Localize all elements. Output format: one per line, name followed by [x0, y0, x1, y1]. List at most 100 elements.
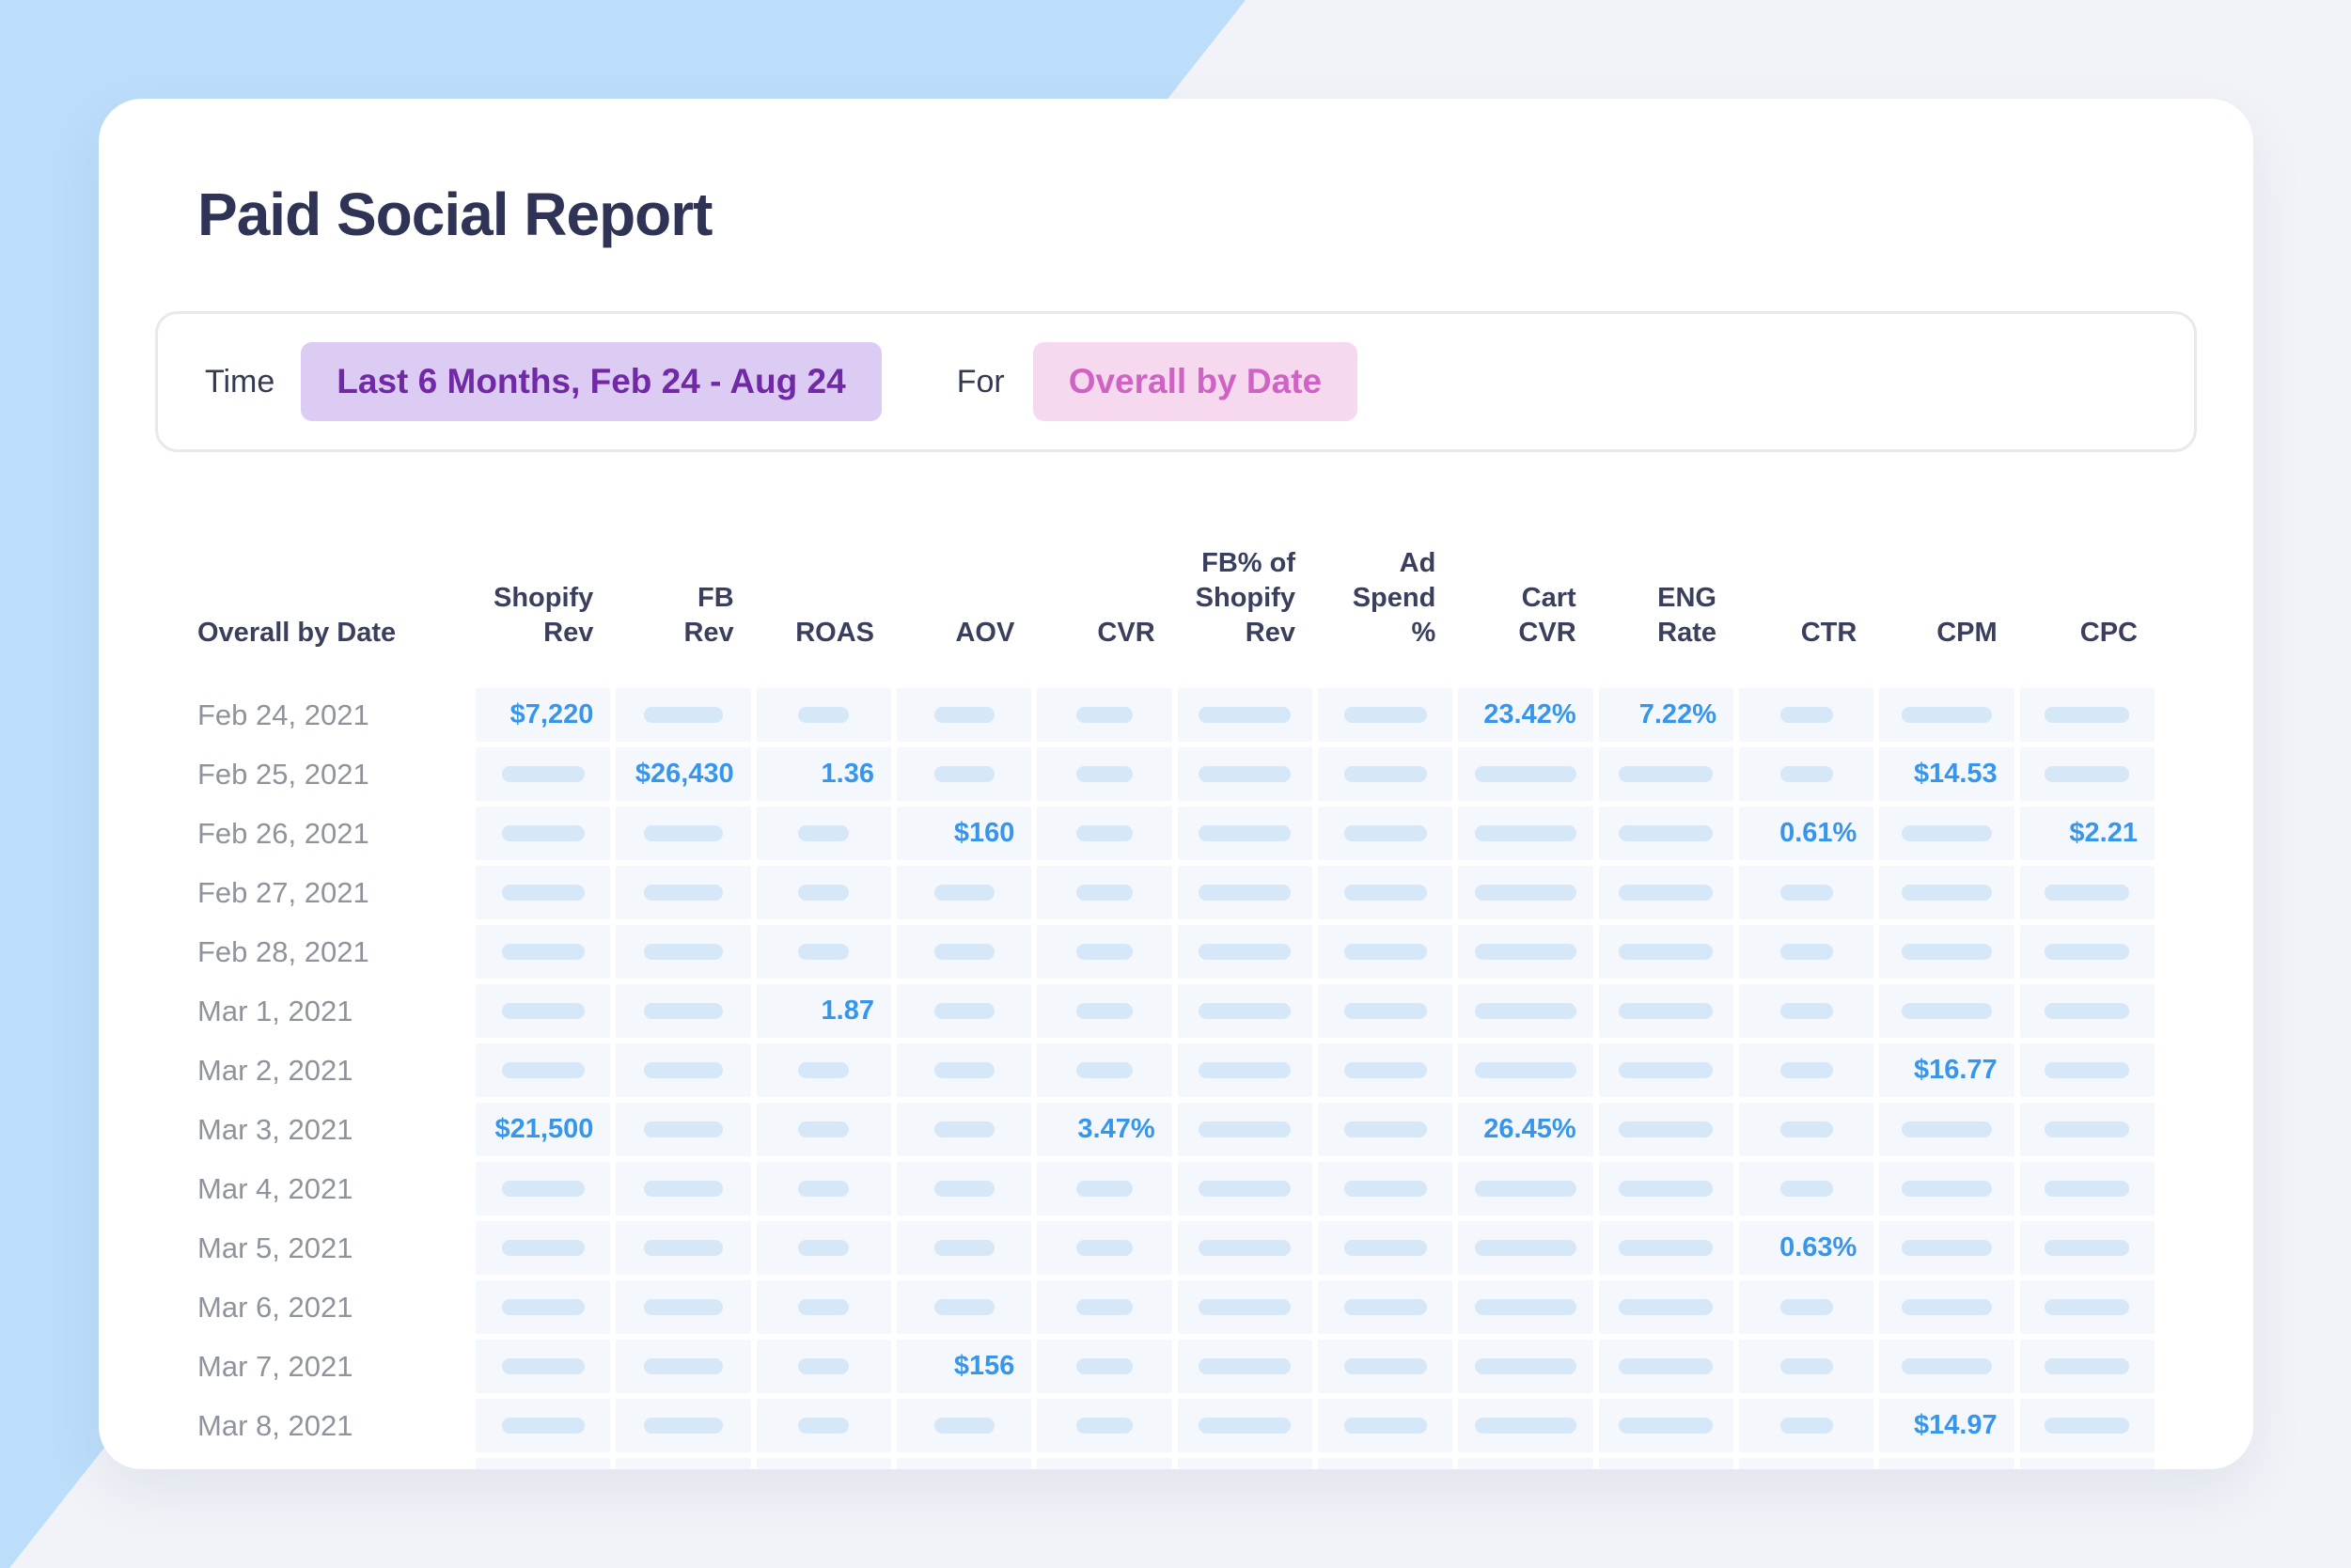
- masked-value-pill: [643, 1299, 723, 1315]
- row-date: Feb 24, 2021: [197, 698, 369, 731]
- masked-value-pill: [1343, 1240, 1427, 1256]
- metric-cell-masked: [896, 1043, 1032, 1097]
- masked-value-pill: [1619, 1240, 1714, 1256]
- masked-value-pill: [2045, 1418, 2130, 1434]
- time-range-chip[interactable]: Last 6 Months, Feb 24 - Aug 24: [301, 342, 882, 421]
- masked-value-pill: [1901, 825, 1992, 841]
- metric-cell-masked: [1317, 1103, 1453, 1156]
- metric-cell-value: $14.53: [1879, 747, 2014, 801]
- masked-value-pill: [1075, 1299, 1133, 1315]
- metric-cell-masked: [616, 866, 751, 919]
- masked-value-pill: [933, 766, 995, 782]
- masked-value-pill: [501, 1062, 585, 1078]
- masked-value-pill: [1343, 1121, 1427, 1137]
- metric-cell-masked: [1598, 807, 1733, 860]
- masked-value-pill: [2045, 1121, 2130, 1137]
- metric-cell-masked: [616, 1221, 751, 1275]
- metric-cell-masked: [756, 1103, 891, 1156]
- masked-value-pill: [2045, 766, 2130, 782]
- table-row: Feb 26, 2021 $160 0.61% $2.21: [197, 807, 2155, 860]
- metric-cell-masked: [616, 925, 751, 979]
- masked-value-pill: [1901, 885, 1992, 901]
- masked-value-pill: [1199, 1181, 1292, 1197]
- metric-cell-masked: [1738, 747, 1874, 801]
- masked-value-pill: [1075, 1358, 1133, 1374]
- masked-value-pill: [798, 1299, 850, 1315]
- masked-value-pill: [1619, 1181, 1714, 1197]
- metric-cell-masked: [476, 1280, 611, 1334]
- masked-value-pill: [501, 1299, 585, 1315]
- masked-value-pill: [643, 885, 723, 901]
- table-row: Feb 25, 2021 $26,430 1.36 $14.53: [197, 747, 2155, 801]
- metric-cell-masked: [1598, 925, 1733, 979]
- metric-cell-masked: [1598, 1043, 1733, 1097]
- metric-cell-masked: [1879, 807, 2014, 860]
- metric-cell-masked: [1317, 925, 1453, 979]
- masked-value-pill: [2045, 1062, 2130, 1078]
- masked-value-pill: [1779, 885, 1833, 901]
- row-date: Mar 8, 2021: [197, 1408, 353, 1442]
- row-date: Feb 25, 2021: [197, 757, 369, 791]
- masked-value-pill: [1474, 1418, 1576, 1434]
- metric-cell-masked: [756, 688, 891, 742]
- metric-cell-masked: [1177, 984, 1312, 1038]
- row-date: Mar 7, 2021: [197, 1349, 353, 1383]
- masked-value-pill: [2045, 1358, 2130, 1374]
- metric-cell-masked: [1177, 866, 1312, 919]
- masked-value-pill: [1343, 1358, 1427, 1374]
- masked-value-pill: [643, 707, 723, 723]
- masked-value-pill: [643, 944, 723, 960]
- metric-cell-value: 0.61%: [1738, 807, 1874, 860]
- column-header-aov: AOV: [955, 618, 1015, 648]
- metric-cell-masked: [896, 1399, 1032, 1452]
- masked-value-pill: [1199, 707, 1292, 723]
- metric-cell-masked: [476, 1043, 611, 1097]
- group-by-chip[interactable]: Overall by Date: [1032, 342, 1358, 421]
- metric-cell-masked: [1458, 747, 1593, 801]
- metric-cell-masked: [896, 1162, 1032, 1215]
- masked-value-pill: [933, 1003, 995, 1019]
- metric-cell-masked: [2019, 1103, 2155, 1156]
- masked-value-pill: [1901, 1121, 1992, 1137]
- masked-value-pill: [643, 1062, 723, 1078]
- masked-value-pill: [1901, 1299, 1992, 1315]
- metric-cell-masked: [616, 1043, 751, 1097]
- metric-cell-masked: [2019, 925, 2155, 979]
- metric-cell-masked: [1879, 688, 2014, 742]
- metric-cell-masked: [1458, 1399, 1593, 1452]
- metric-cell-masked: [1317, 807, 1453, 860]
- masked-value-pill: [933, 1418, 995, 1434]
- table-row: Feb 24, 2021 $7,220 23.42% 7.22%: [197, 688, 2155, 742]
- masked-value-pill: [501, 1358, 585, 1374]
- masked-value-pill: [1199, 1299, 1292, 1315]
- masked-value-pill: [643, 825, 723, 841]
- row-date: Mar 3, 2021: [197, 1112, 353, 1146]
- table-row: Mar 4, 2021: [197, 1162, 2155, 1215]
- metric-cell-masked: [1738, 1043, 1874, 1097]
- metric-cell-masked: [1598, 984, 1733, 1038]
- metric-cell-masked: [1037, 1340, 1172, 1393]
- metric-cell-masked: [476, 1340, 611, 1393]
- metric-cell-masked: [1177, 1458, 1312, 1469]
- metric-cell-masked: [1317, 1221, 1453, 1275]
- masked-value-pill: [1474, 1240, 1576, 1256]
- metric-cell-masked: [756, 1162, 891, 1215]
- metric-cell-masked: [896, 1103, 1032, 1156]
- metric-cell-masked: [1879, 925, 2014, 979]
- masked-value-pill: [643, 1003, 723, 1019]
- metric-cell-masked: [1598, 1458, 1733, 1469]
- column-header-fb-pct-of-shopify-rev: FB% of Shopify Rev: [1195, 548, 1295, 648]
- masked-value-pill: [1075, 1181, 1133, 1197]
- report-table: Overall by Date Shopify Rev FB Rev ROAS AOV CV…: [197, 546, 2155, 1469]
- masked-value-pill: [1199, 1121, 1292, 1137]
- metric-cell-masked: [1458, 984, 1593, 1038]
- metric-cell-masked: [1177, 1043, 1312, 1097]
- masked-value-pill: [1619, 885, 1714, 901]
- metric-cell-masked: [476, 866, 611, 919]
- metric-cell-masked: [1037, 925, 1172, 979]
- row-date: Feb 27, 2021: [197, 875, 369, 909]
- metric-cell-value: $16.77: [1879, 1043, 2014, 1097]
- metric-cell-masked: [1598, 866, 1733, 919]
- metric-cell-masked: [756, 1458, 891, 1469]
- masked-value-pill: [933, 1299, 995, 1315]
